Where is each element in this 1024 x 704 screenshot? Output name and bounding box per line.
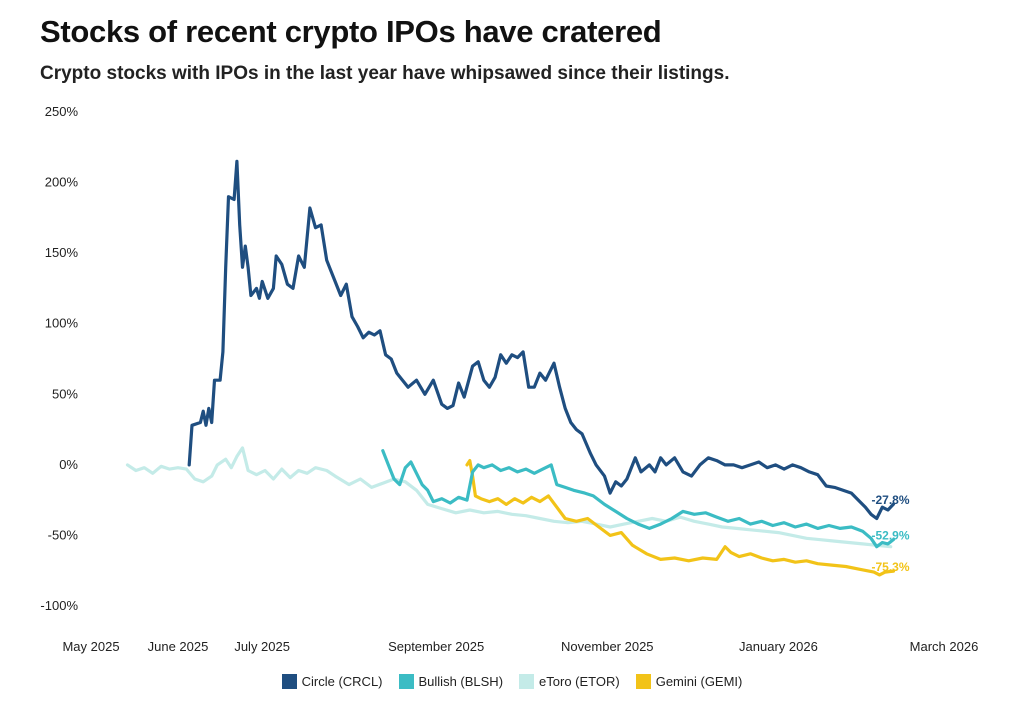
x-tick-label: November 2025 bbox=[561, 639, 654, 654]
y-tick-label: 150% bbox=[45, 245, 79, 260]
legend-swatch-circle bbox=[281, 674, 297, 689]
legend-label-gemini: Gemini (GEMI) bbox=[655, 674, 743, 689]
legend-item-gemini: Gemini (GEMI) bbox=[635, 674, 743, 689]
legend-swatch-bullish bbox=[398, 674, 414, 689]
legend-label-circle: Circle (CRCL) bbox=[301, 674, 383, 689]
legend-item-etoro: eToro (ETOR) bbox=[519, 674, 620, 689]
x-tick-label: June 2025 bbox=[148, 639, 209, 654]
end-label-bullish-blsh: -52.9% bbox=[871, 529, 909, 543]
y-tick-label: 0% bbox=[59, 457, 78, 472]
y-axis: 250% 200% 150% 100% 50% 0% -50% -100% bbox=[40, 104, 78, 613]
x-tick-label: September 2025 bbox=[388, 639, 484, 654]
series-line-gemini-gemi bbox=[465, 459, 896, 577]
legend-swatch-etoro bbox=[519, 674, 535, 689]
y-tick-label: 200% bbox=[45, 175, 79, 190]
chart-legend: Circle (CRCL) Bullish (BLSH) eToro (ETOR… bbox=[0, 674, 1024, 689]
legend-item-bullish: Bullish (BLSH) bbox=[398, 674, 504, 689]
x-tick-label: January 2026 bbox=[739, 639, 818, 654]
series-line-etoro-etor bbox=[125, 446, 893, 549]
legend-label-bullish: Bullish (BLSH) bbox=[418, 674, 504, 689]
end-label-gemini-gemi: -75.3% bbox=[871, 560, 909, 574]
end-label-circle-crcl: -27.8% bbox=[871, 493, 909, 507]
x-tick-label: May 2025 bbox=[62, 639, 119, 654]
legend-label-etoro: eToro (ETOR) bbox=[539, 674, 620, 689]
x-tick-label: July 2025 bbox=[234, 639, 290, 654]
legend-item-circle: Circle (CRCL) bbox=[281, 674, 383, 689]
chart-title: Stocks of recent crypto IPOs have crater… bbox=[40, 14, 662, 49]
x-axis: May 2025 June 2025 July 2025 September 2025… bbox=[62, 639, 978, 654]
series-line-bullish-blsh bbox=[381, 449, 896, 549]
legend-swatch-gemini bbox=[635, 674, 651, 689]
series-end-labels: -27.8% -52.9% -75.3% bbox=[871, 493, 909, 574]
line-chart: 250% 200% 150% 100% 50% 0% -50% -100% May 2025 J… bbox=[40, 104, 978, 654]
series-lines bbox=[125, 159, 896, 577]
y-tick-label: 250% bbox=[45, 104, 79, 119]
series-line-circle-crcl bbox=[187, 159, 896, 521]
y-tick-label: -50% bbox=[48, 527, 79, 542]
y-tick-label: 100% bbox=[45, 316, 79, 331]
y-tick-label: -100% bbox=[40, 598, 78, 613]
chart-subtitle: Crypto stocks with IPOs in the last year… bbox=[40, 63, 730, 84]
y-tick-label: 50% bbox=[52, 386, 78, 401]
x-tick-label: March 2026 bbox=[910, 639, 979, 654]
